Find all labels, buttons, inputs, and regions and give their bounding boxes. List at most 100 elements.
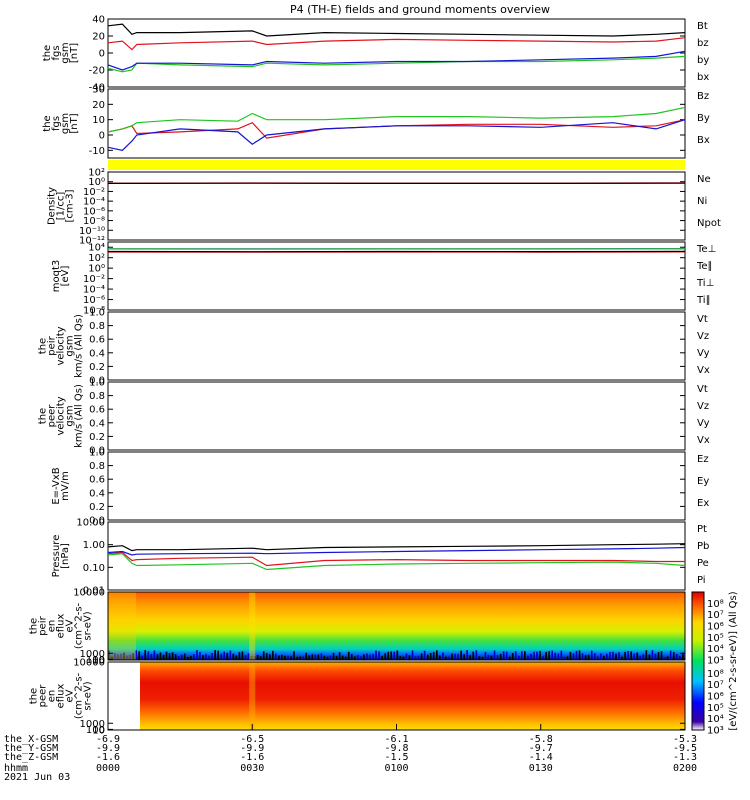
legend-Vt: Vt [697,314,708,325]
spectrogram-noise-cell [454,653,456,660]
x-axis-row-label: the_X-GSM [4,734,58,745]
y-axis-label-line: velocity [56,396,67,435]
y-axis-label-line: E=-VxB [51,467,62,504]
spectrogram-noise-cell [311,654,314,660]
spectrogram-noise-cell [290,656,292,660]
legend-Ez: Ez [697,454,709,465]
y-tick-label: 10⁻⁸ [83,306,105,317]
series-line-Bt [107,23,686,37]
series-line-Pt [107,543,686,552]
spectrogram-noise-cell [399,656,402,660]
spectrogram-noise-cell [405,653,408,660]
y-axis-label-line: [cm-3] [65,189,76,222]
y-axis-label-line: fgs [51,116,62,131]
y-axis-label-line: [nT] [69,113,80,133]
spectrogram-noise-cell [247,653,250,660]
y-tick-label: 1.0 [89,308,105,319]
spectrogram-noise-cell [426,654,429,660]
spectrogram-noise-cell [387,651,390,660]
colorbar [691,591,705,731]
spectrogram-noise-cell [636,652,639,660]
colorbar-tick-label: 10³ [707,656,724,667]
spectrogram-noise-cell [508,656,511,660]
spectrogram-noise-cell [451,653,453,660]
spectrogram-noise-cell [272,650,274,660]
spectrogram-data-gap [108,662,140,730]
y-tick-label: 0.6 [89,405,105,416]
y-axis-label-line: eflux [56,684,67,709]
panel-frame [107,171,686,241]
legend-Ti∥: Ti∥ [696,295,711,306]
y-tick-label: 1000 [80,649,105,660]
spectrogram-noise-cell [436,650,438,660]
spectrogram-noise-cell [524,651,526,660]
spectrogram-noise-cell [651,650,654,660]
y-axis-label-line: moqt3 [51,260,62,293]
spectrogram-noise-cell [372,653,374,660]
spectrogram-noise-cell [281,654,283,660]
panel-frame [107,381,686,451]
spectrogram-noise-cell [551,650,554,660]
spectrogram-noise-cell [220,653,223,660]
spectrogram-noise-cell [414,656,417,660]
y-axis-label-line: the [42,115,53,131]
spectrogram-noise-cell [168,653,171,660]
y-tick-label: 0.0 [89,376,105,387]
spectrogram-noise-cell [682,652,684,660]
spectrogram-noise-cell [542,656,544,660]
x-tick-z: -1.4 [529,752,553,763]
spectrogram-noise-cell [490,655,493,660]
spectrogram-noise-cell [657,652,660,660]
spectrogram-noise-cell [496,655,499,660]
y-tick-label: 0.0 [89,516,105,527]
spectrogram-noise-cell [584,655,587,660]
spectrogram-noise-cell [314,654,317,660]
y-axis-label-line: [eV] [60,266,71,287]
spectrogram-noise-cell [253,656,256,660]
x-tick-x: -5.3 [673,734,697,745]
spectrogram-noise-cell [563,656,566,660]
spectrogram-noise-cell [126,655,128,660]
spectrogram-noise-cell [678,656,681,660]
spectrogram-noise-cell [108,650,110,660]
spectrogram-noise-cell [618,652,620,660]
spectrogram-noise-cell [624,651,626,660]
colorbar-label-text: [eV/(cm^2-s-sr-eV)] (All Qs) [728,591,739,730]
spectrogram-noise-cell [250,656,253,660]
spectrogram-noise-cell [675,653,678,660]
spectrogram-noise-cell [581,653,584,660]
spectrogram-noise-cell [666,656,669,660]
series-line-Pi [107,546,686,556]
y-axis-label-line: gsm [60,42,71,63]
spectrogram-noise-cell [600,653,602,660]
colorbar-tick-label: 10⁵ [707,703,724,714]
spectrogram-noise-cell [320,653,323,660]
spectrogram-noise-cell [120,653,122,660]
legend-Pb: Pb [697,541,709,552]
colorbar-tick-label: 10⁸ [707,669,724,680]
spectrogram-noise-cell [129,654,131,660]
spectrogram-noise-cell [217,650,219,660]
y-axis-label-line: gsm [65,405,76,426]
x-tick-x: -6.5 [240,734,264,745]
y-axis-label: moqt3[eV] [51,260,71,293]
series-line-Pe [107,553,686,571]
spectrogram-noise-cell [114,653,116,660]
spectrogram-noise-cell [241,651,244,660]
y-axis-label-line: the [29,618,40,634]
spectrogram-noise-cell [332,652,335,660]
y-axis-label-line: the [42,45,53,61]
spectrogram-noise-cell [183,653,186,660]
y-axis-label-line: km/s (All Qs) [74,314,85,378]
spectrogram-noise-cell [141,655,144,660]
spectrogram-noise-cell [484,651,487,660]
x-axis-row-label: the_Y-GSM [4,743,58,754]
spectrogram-noise-cell [612,651,614,660]
spectrogram-noise-cell [432,652,435,660]
panel-frame [107,521,686,591]
